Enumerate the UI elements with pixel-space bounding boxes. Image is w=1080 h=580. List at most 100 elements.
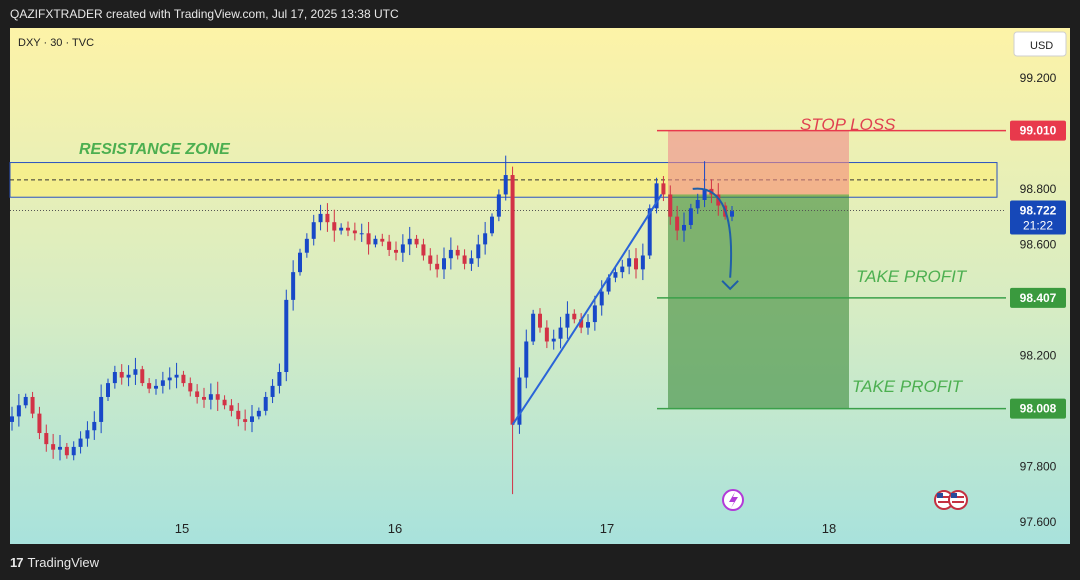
candle[interactable]: [661, 176, 666, 202]
candle[interactable]: [496, 189, 501, 222]
candle[interactable]: [730, 206, 734, 222]
candle[interactable]: [394, 241, 398, 261]
candle[interactable]: [565, 301, 570, 339]
candle[interactable]: [85, 421, 90, 447]
candle[interactable]: [503, 155, 508, 201]
candle[interactable]: [551, 329, 556, 350]
candle[interactable]: [675, 205, 680, 241]
candle[interactable]: [421, 238, 426, 261]
candle[interactable]: [668, 185, 673, 225]
candle[interactable]: [311, 214, 316, 246]
candle[interactable]: [462, 249, 467, 270]
candle[interactable]: [140, 365, 145, 387]
candle[interactable]: [112, 365, 117, 389]
candle[interactable]: [236, 402, 241, 427]
candle[interactable]: [558, 316, 563, 349]
stop-loss-zone[interactable]: [668, 130, 849, 195]
candle[interactable]: [181, 370, 186, 387]
candle[interactable]: [174, 362, 179, 389]
candle[interactable]: [544, 320, 549, 349]
candle[interactable]: [325, 203, 330, 232]
candle[interactable]: [332, 209, 337, 242]
candle[interactable]: [455, 245, 460, 260]
candle[interactable]: [414, 234, 419, 248]
candle[interactable]: [195, 384, 200, 404]
candle[interactable]: [579, 313, 584, 334]
candle[interactable]: [407, 226, 412, 256]
candle[interactable]: [400, 234, 405, 262]
trend-curve[interactable]: [511, 193, 663, 426]
candle[interactable]: [339, 223, 344, 235]
candle[interactable]: [346, 221, 350, 237]
candle[interactable]: [229, 399, 234, 417]
currency-button[interactable]: USD: [1013, 31, 1067, 57]
candle[interactable]: [99, 384, 104, 434]
candle[interactable]: [620, 259, 625, 279]
candle[interactable]: [599, 280, 604, 316]
tradingview-footer[interactable]: 17 TradingView: [10, 555, 99, 570]
candle[interactable]: [208, 383, 213, 410]
candle[interactable]: [160, 371, 165, 394]
candle[interactable]: [37, 406, 42, 440]
candle[interactable]: [58, 435, 62, 461]
candle[interactable]: [318, 204, 323, 231]
candle[interactable]: [243, 409, 248, 431]
candle[interactable]: [654, 177, 659, 214]
candle[interactable]: [517, 367, 522, 434]
candle[interactable]: [538, 308, 542, 333]
candle[interactable]: [476, 234, 481, 267]
us-flag-event-icon[interactable]: [934, 490, 968, 510]
candle[interactable]: [702, 161, 707, 208]
candle[interactable]: [71, 441, 76, 461]
candle[interactable]: [215, 381, 220, 411]
candle[interactable]: [448, 237, 453, 270]
candle[interactable]: [64, 443, 69, 459]
candle[interactable]: [188, 377, 193, 397]
candle[interactable]: [263, 391, 268, 416]
candle[interactable]: [92, 411, 97, 440]
candle[interactable]: [126, 365, 131, 387]
candle[interactable]: [250, 405, 254, 433]
stop-loss-badge[interactable]: 99.010: [1010, 120, 1066, 141]
take-profit-zone[interactable]: [668, 194, 849, 409]
candle[interactable]: [469, 250, 474, 271]
candle[interactable]: [682, 212, 686, 242]
candle[interactable]: [435, 254, 440, 278]
candle[interactable]: [16, 393, 21, 427]
candle[interactable]: [284, 289, 289, 382]
candle[interactable]: [30, 391, 35, 419]
candle[interactable]: [23, 393, 28, 409]
candle[interactable]: [202, 387, 206, 408]
candle[interactable]: [490, 213, 494, 237]
candle[interactable]: [483, 221, 488, 255]
candle[interactable]: [119, 364, 124, 385]
candle[interactable]: [133, 357, 138, 385]
candle[interactable]: [51, 433, 56, 459]
candle[interactable]: [613, 267, 618, 283]
candle[interactable]: [428, 248, 433, 271]
candle[interactable]: [640, 243, 645, 281]
take-profit-1-badge[interactable]: 98.407: [1010, 287, 1066, 308]
candle[interactable]: [442, 247, 446, 280]
candle[interactable]: [510, 166, 515, 495]
candle[interactable]: [592, 295, 597, 331]
candle[interactable]: [531, 309, 536, 345]
candle[interactable]: [688, 203, 693, 229]
candle[interactable]: [304, 233, 309, 258]
candle[interactable]: [359, 223, 364, 242]
candle[interactable]: [524, 329, 529, 389]
candle[interactable]: [270, 379, 275, 404]
projection-arrow[interactable]: [692, 187, 733, 278]
candle[interactable]: [106, 378, 110, 401]
candle[interactable]: [78, 431, 83, 454]
candle[interactable]: [298, 248, 302, 276]
candle[interactable]: [291, 260, 296, 311]
flash-event-icon[interactable]: [722, 489, 744, 511]
candle[interactable]: [695, 193, 700, 214]
candle[interactable]: [380, 233, 385, 247]
take-profit-2-badge[interactable]: 98.008: [1010, 398, 1066, 419]
candle[interactable]: [586, 314, 590, 335]
candle[interactable]: [277, 363, 282, 394]
candle[interactable]: [387, 234, 392, 257]
